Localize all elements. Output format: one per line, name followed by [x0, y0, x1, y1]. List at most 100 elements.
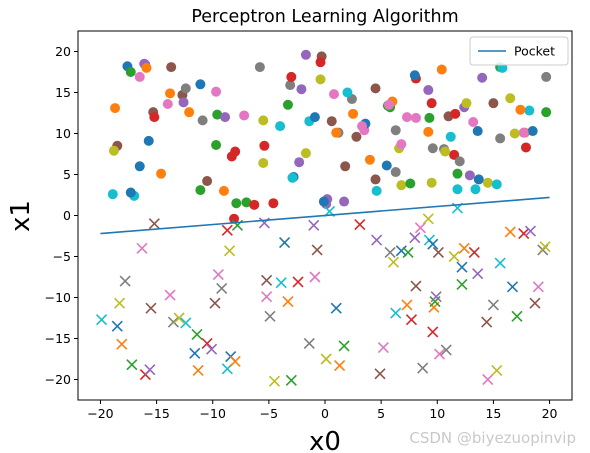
- data-point-x: [320, 353, 332, 365]
- data-point-x: [440, 344, 452, 356]
- x-axis-label: x0: [309, 427, 341, 453]
- data-point-circle: [326, 116, 337, 127]
- data-point-circle: [470, 184, 481, 195]
- data-point-x: [458, 242, 470, 254]
- data-point-circle: [509, 128, 520, 139]
- plot-area: −20 −15 −10 −5 0 5 10 15 20 −20 −15 −10 −5 0 5 10 15 20 Po…: [45, 30, 573, 421]
- data-point-circle: [452, 184, 463, 195]
- data-point-circle: [258, 158, 269, 169]
- data-point-x: [529, 297, 541, 309]
- data-point-circle: [452, 168, 463, 179]
- x-tick-label: 5: [377, 406, 385, 421]
- chart-title: Perceptron Learning Algorithm: [191, 7, 458, 27]
- data-point-x: [401, 299, 413, 311]
- data-point-circle: [370, 83, 381, 94]
- data-point-x: [308, 219, 320, 231]
- data-point-circle: [249, 199, 260, 210]
- data-point-x: [221, 224, 233, 236]
- data-point-circle: [282, 99, 293, 110]
- data-point-x: [402, 246, 414, 258]
- data-point-circle: [300, 49, 311, 60]
- data-point-x: [417, 362, 429, 374]
- y-tick-label: 15: [55, 85, 71, 100]
- data-point-x: [432, 246, 444, 258]
- data-point-circle: [396, 180, 407, 191]
- x-tick-label: 10: [429, 406, 445, 421]
- data-point-circle: [488, 98, 499, 109]
- data-point-circle: [258, 115, 269, 126]
- data-point-x: [414, 222, 426, 234]
- data-point-circle: [381, 160, 392, 171]
- data-point-circle: [520, 142, 531, 153]
- data-point-x: [212, 268, 224, 281]
- data-point-x: [387, 256, 400, 268]
- data-point-x: [189, 347, 201, 359]
- data-point-circle: [149, 112, 160, 123]
- data-point-x: [309, 271, 321, 283]
- data-point-circle: [211, 86, 222, 97]
- data-point-circle: [401, 112, 412, 123]
- data-point-circle: [162, 98, 173, 109]
- data-point-circle: [134, 161, 145, 172]
- data-point-x: [491, 364, 503, 377]
- data-point-circle: [450, 108, 461, 119]
- data-point-circle: [342, 87, 353, 98]
- data-point-x: [405, 314, 418, 326]
- data-point-circle: [348, 108, 359, 119]
- data-point-circle: [409, 70, 420, 81]
- data-point-circle: [383, 99, 394, 110]
- data-point-x: [410, 280, 422, 292]
- data-point-circle: [125, 67, 136, 77]
- data-point-circle: [468, 117, 479, 128]
- data-point-circle: [287, 172, 298, 183]
- data-point-circle: [184, 107, 195, 118]
- legend-label: Pocket: [514, 44, 555, 59]
- data-point-circle: [410, 112, 421, 123]
- data-point-circle: [259, 140, 270, 151]
- data-point-circle: [436, 64, 447, 75]
- data-point-circle: [195, 185, 206, 196]
- data-point-circle: [390, 125, 401, 136]
- data-point-x: [206, 343, 218, 355]
- data-point-x: [292, 276, 304, 288]
- data-point-x: [126, 359, 138, 371]
- data-point-circle: [268, 198, 279, 209]
- data-point-x: [539, 241, 551, 253]
- data-point-circle: [197, 115, 208, 126]
- data-point-x: [518, 227, 530, 240]
- data-point-x: [261, 274, 273, 286]
- data-point-circle: [423, 126, 434, 137]
- data-point-x: [433, 348, 446, 360]
- data-point-circle: [445, 131, 456, 142]
- data-point-circle: [294, 157, 305, 168]
- data-point-x: [334, 359, 346, 372]
- data-point-circle: [370, 174, 381, 185]
- data-point-circle: [472, 126, 483, 137]
- data-point-circle: [482, 177, 493, 188]
- data-point-x: [481, 316, 493, 328]
- data-point-circle: [285, 80, 296, 91]
- data-point-circle: [107, 189, 118, 200]
- data-point-circle: [226, 151, 237, 162]
- data-point-circle: [426, 98, 437, 109]
- data-point-x: [524, 225, 537, 237]
- data-point-circle: [440, 146, 451, 157]
- data-point-x: [180, 317, 192, 329]
- data-point-x: [275, 277, 287, 289]
- data-point-circle: [357, 121, 368, 132]
- data-point-circle: [405, 178, 416, 189]
- data-point-circle: [423, 85, 434, 96]
- data-point-x: [532, 281, 544, 293]
- data-point-x: [173, 312, 185, 324]
- data-point-x: [201, 337, 213, 349]
- data-point-x: [377, 341, 389, 354]
- data-point-circle: [351, 131, 362, 142]
- data-point-circle: [286, 71, 297, 82]
- data-point-circle: [180, 83, 191, 94]
- data-point-x: [422, 213, 434, 225]
- data-point-circle: [229, 213, 240, 224]
- y-tick-label: −5: [53, 249, 71, 264]
- data-point-x: [216, 282, 228, 295]
- data-point-circle: [143, 135, 154, 146]
- x-tick-label: 20: [542, 406, 558, 421]
